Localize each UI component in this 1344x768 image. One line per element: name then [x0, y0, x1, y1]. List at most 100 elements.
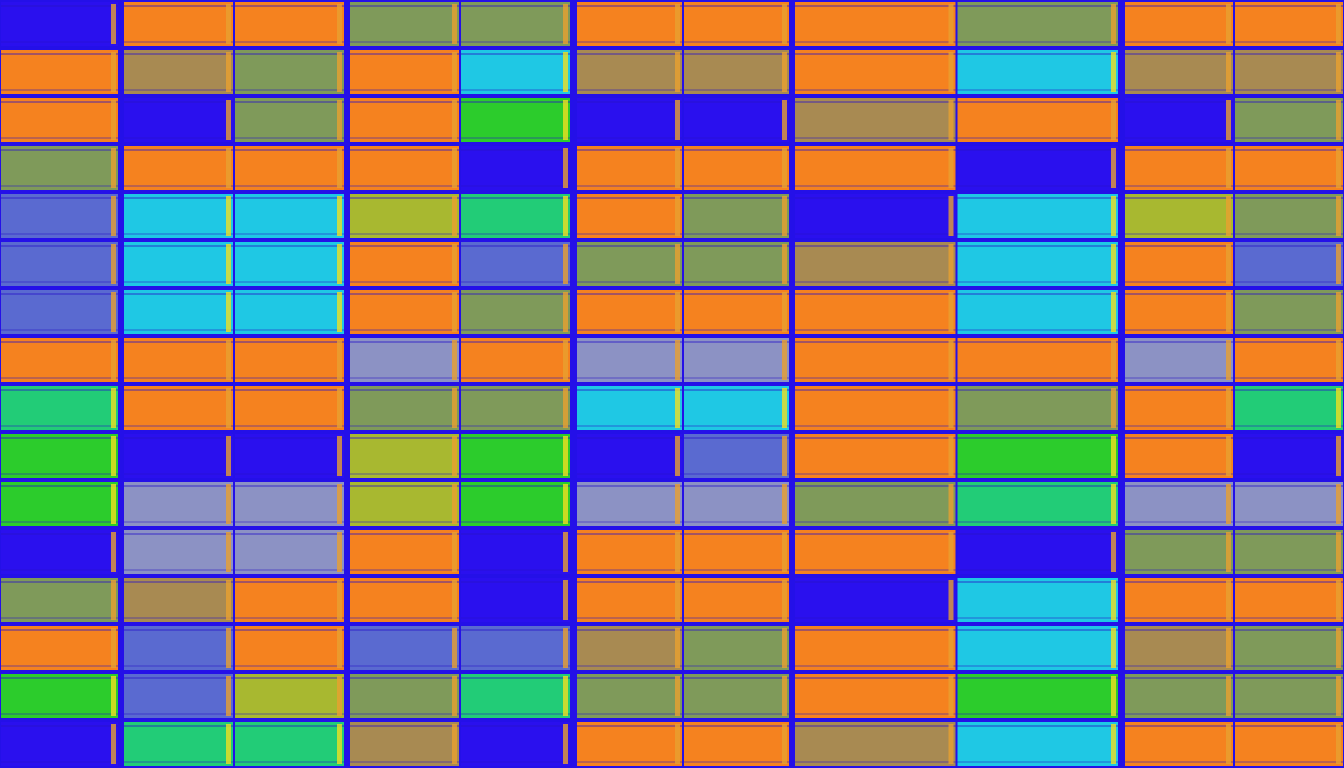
spine-band: [452, 532, 457, 572]
book-spine: [795, 242, 956, 286]
spine-band: [563, 52, 568, 92]
spine-band: [563, 628, 568, 668]
book-spine: [1, 482, 118, 526]
spine-band: [1226, 484, 1231, 524]
book-spine: [124, 674, 233, 718]
spine-band: [948, 724, 954, 764]
book-spine: [1, 98, 118, 142]
spine-band: [675, 676, 680, 716]
spine-band: [1226, 4, 1231, 44]
spine-band: [1226, 52, 1231, 92]
book-spine: [350, 2, 459, 46]
book-spine: [795, 386, 956, 430]
book-spine: [235, 290, 344, 334]
spine-band: [675, 484, 680, 524]
book-spine: [957, 626, 1118, 670]
spine-band: [111, 4, 116, 44]
spine-band: [111, 484, 116, 524]
book-spine: [350, 146, 459, 190]
spine-band: [111, 196, 116, 236]
shelf-divider: [119, 0, 123, 768]
book-spine: [795, 482, 956, 526]
spine-band: [675, 148, 680, 188]
spine-band: [563, 292, 568, 332]
book-spine: [577, 242, 682, 286]
spine-band: [1111, 724, 1116, 764]
spine-band: [782, 676, 787, 716]
book-spine: [124, 98, 233, 142]
spine-band: [111, 292, 116, 332]
book-spine: [795, 626, 956, 670]
spine-band: [226, 244, 231, 284]
spine-band: [1336, 100, 1341, 140]
book-spine: [684, 674, 789, 718]
spine-band: [1111, 196, 1116, 236]
book-spine: [1, 194, 118, 238]
spine-band: [452, 628, 457, 668]
book-spine: [461, 434, 570, 478]
spine-band: [675, 580, 680, 620]
spine-band: [1111, 580, 1116, 620]
book-spine: [461, 530, 570, 574]
book-spine: [124, 338, 233, 382]
book-spine: [1235, 434, 1343, 478]
spine-band: [1226, 580, 1231, 620]
book-spine: [1235, 50, 1343, 94]
spine-band: [782, 148, 787, 188]
spine-band: [226, 724, 231, 764]
book-spine: [577, 50, 682, 94]
book-spine: [461, 98, 570, 142]
spine-band: [948, 148, 954, 188]
spine-band: [111, 436, 116, 476]
book-spine: [1235, 578, 1343, 622]
book-spine: [461, 578, 570, 622]
book-spine: [577, 530, 682, 574]
book-spine: [350, 578, 459, 622]
book-spine: [350, 290, 459, 334]
book-spine: [1, 722, 118, 766]
book-spine: [461, 482, 570, 526]
spine-band: [563, 580, 568, 620]
spine-band: [452, 388, 457, 428]
book-spine: [235, 722, 344, 766]
book-spine: [957, 98, 1118, 142]
spine-band: [1336, 676, 1341, 716]
book-spine: [957, 674, 1118, 718]
book-spine: [461, 338, 570, 382]
spine-band: [1226, 196, 1231, 236]
spine-band: [226, 580, 231, 620]
book-spine: [350, 338, 459, 382]
book-spine: [235, 482, 344, 526]
spine-band: [1226, 244, 1231, 284]
spine-band: [782, 724, 787, 764]
spine-band: [675, 436, 680, 476]
spine-band: [1111, 436, 1116, 476]
book-spine: [350, 242, 459, 286]
spine-band: [1111, 148, 1116, 188]
book-spine: [235, 626, 344, 670]
book-spine: [350, 674, 459, 718]
book-spine: [1235, 626, 1343, 670]
book-spine: [795, 2, 956, 46]
book-spine: [1235, 242, 1343, 286]
book-spine: [1, 338, 118, 382]
spine-band: [948, 388, 954, 428]
book-spine: [235, 530, 344, 574]
book-spine: [124, 482, 233, 526]
book-spine: [577, 2, 682, 46]
spine-band: [1336, 532, 1341, 572]
spine-band: [452, 292, 457, 332]
book-spine: [461, 50, 570, 94]
spine-band: [111, 580, 116, 620]
book-spine: [461, 674, 570, 718]
book-spine: [684, 338, 789, 382]
spine-band: [226, 388, 231, 428]
spine-band: [337, 4, 342, 44]
book-spine: [461, 2, 570, 46]
book-spine: [350, 434, 459, 478]
book-spine: [577, 674, 682, 718]
spine-band: [452, 196, 457, 236]
book-spine: [957, 338, 1118, 382]
spine-band: [1111, 532, 1116, 572]
spine-band: [1336, 244, 1341, 284]
